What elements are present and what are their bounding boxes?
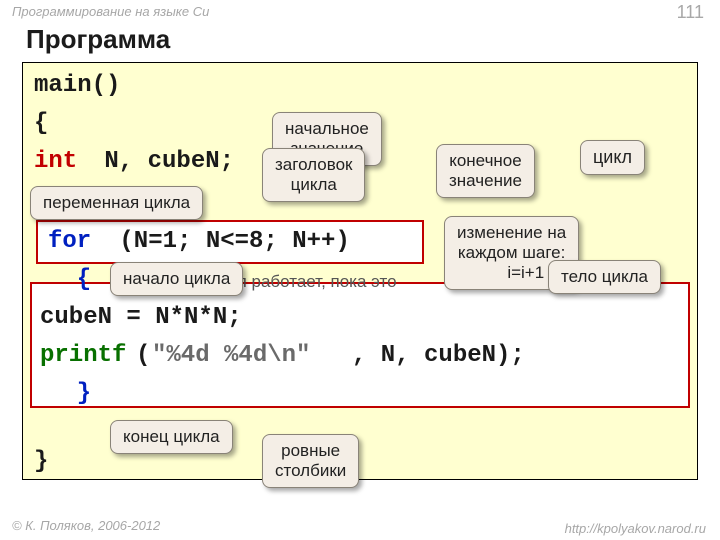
code-body-close: } bbox=[48, 380, 91, 407]
topic-label: Программирование на языке Си bbox=[12, 4, 209, 19]
code-for-rest: (N=1; N<=8; N++) bbox=[105, 228, 350, 255]
code-main: main() bbox=[34, 72, 120, 99]
callout-columns: ровные столбики bbox=[262, 434, 359, 488]
header-bar: Программирование на языке Си 111 bbox=[0, 0, 720, 24]
source-url: http://kpolyakov.narod.ru bbox=[565, 521, 706, 536]
page-title: Программа bbox=[26, 24, 170, 55]
code-int-rest: N, cubeN; bbox=[90, 148, 234, 175]
page-number: 111 bbox=[677, 2, 704, 23]
code-int-kw: int bbox=[34, 148, 77, 175]
callout-loop-var: переменная цикла bbox=[30, 186, 203, 220]
code-printf-str: "%4d %4d\n" bbox=[152, 342, 310, 369]
callout-end: конец цикла bbox=[110, 420, 233, 454]
code-body1-override: cubeN = N*N*N; bbox=[40, 304, 242, 331]
copyright: © К. Поляков, 2006-2012 bbox=[12, 518, 160, 533]
callout-body: тело цикла bbox=[548, 260, 661, 294]
code-printf-kw: printf bbox=[40, 342, 126, 369]
code-body-open: { bbox=[48, 266, 91, 293]
code-printf-rest: , N, cubeN); bbox=[352, 342, 525, 369]
code-brace-end: } bbox=[34, 448, 48, 475]
code-brace-open: { bbox=[34, 110, 48, 137]
slide: Программирование на языке Си 111 Програм… bbox=[0, 0, 720, 540]
code-printf-open: ( bbox=[136, 342, 150, 369]
callout-header: заголовок цикла bbox=[262, 148, 365, 202]
code-for-kw: for bbox=[48, 228, 91, 255]
footer-bar: © К. Поляков, 2006-2012 http://kpolyakov… bbox=[0, 514, 720, 540]
callout-cycle: цикл bbox=[580, 140, 645, 175]
callout-final: конечное значение bbox=[436, 144, 535, 198]
callout-begin: начало цикла bbox=[110, 262, 243, 296]
